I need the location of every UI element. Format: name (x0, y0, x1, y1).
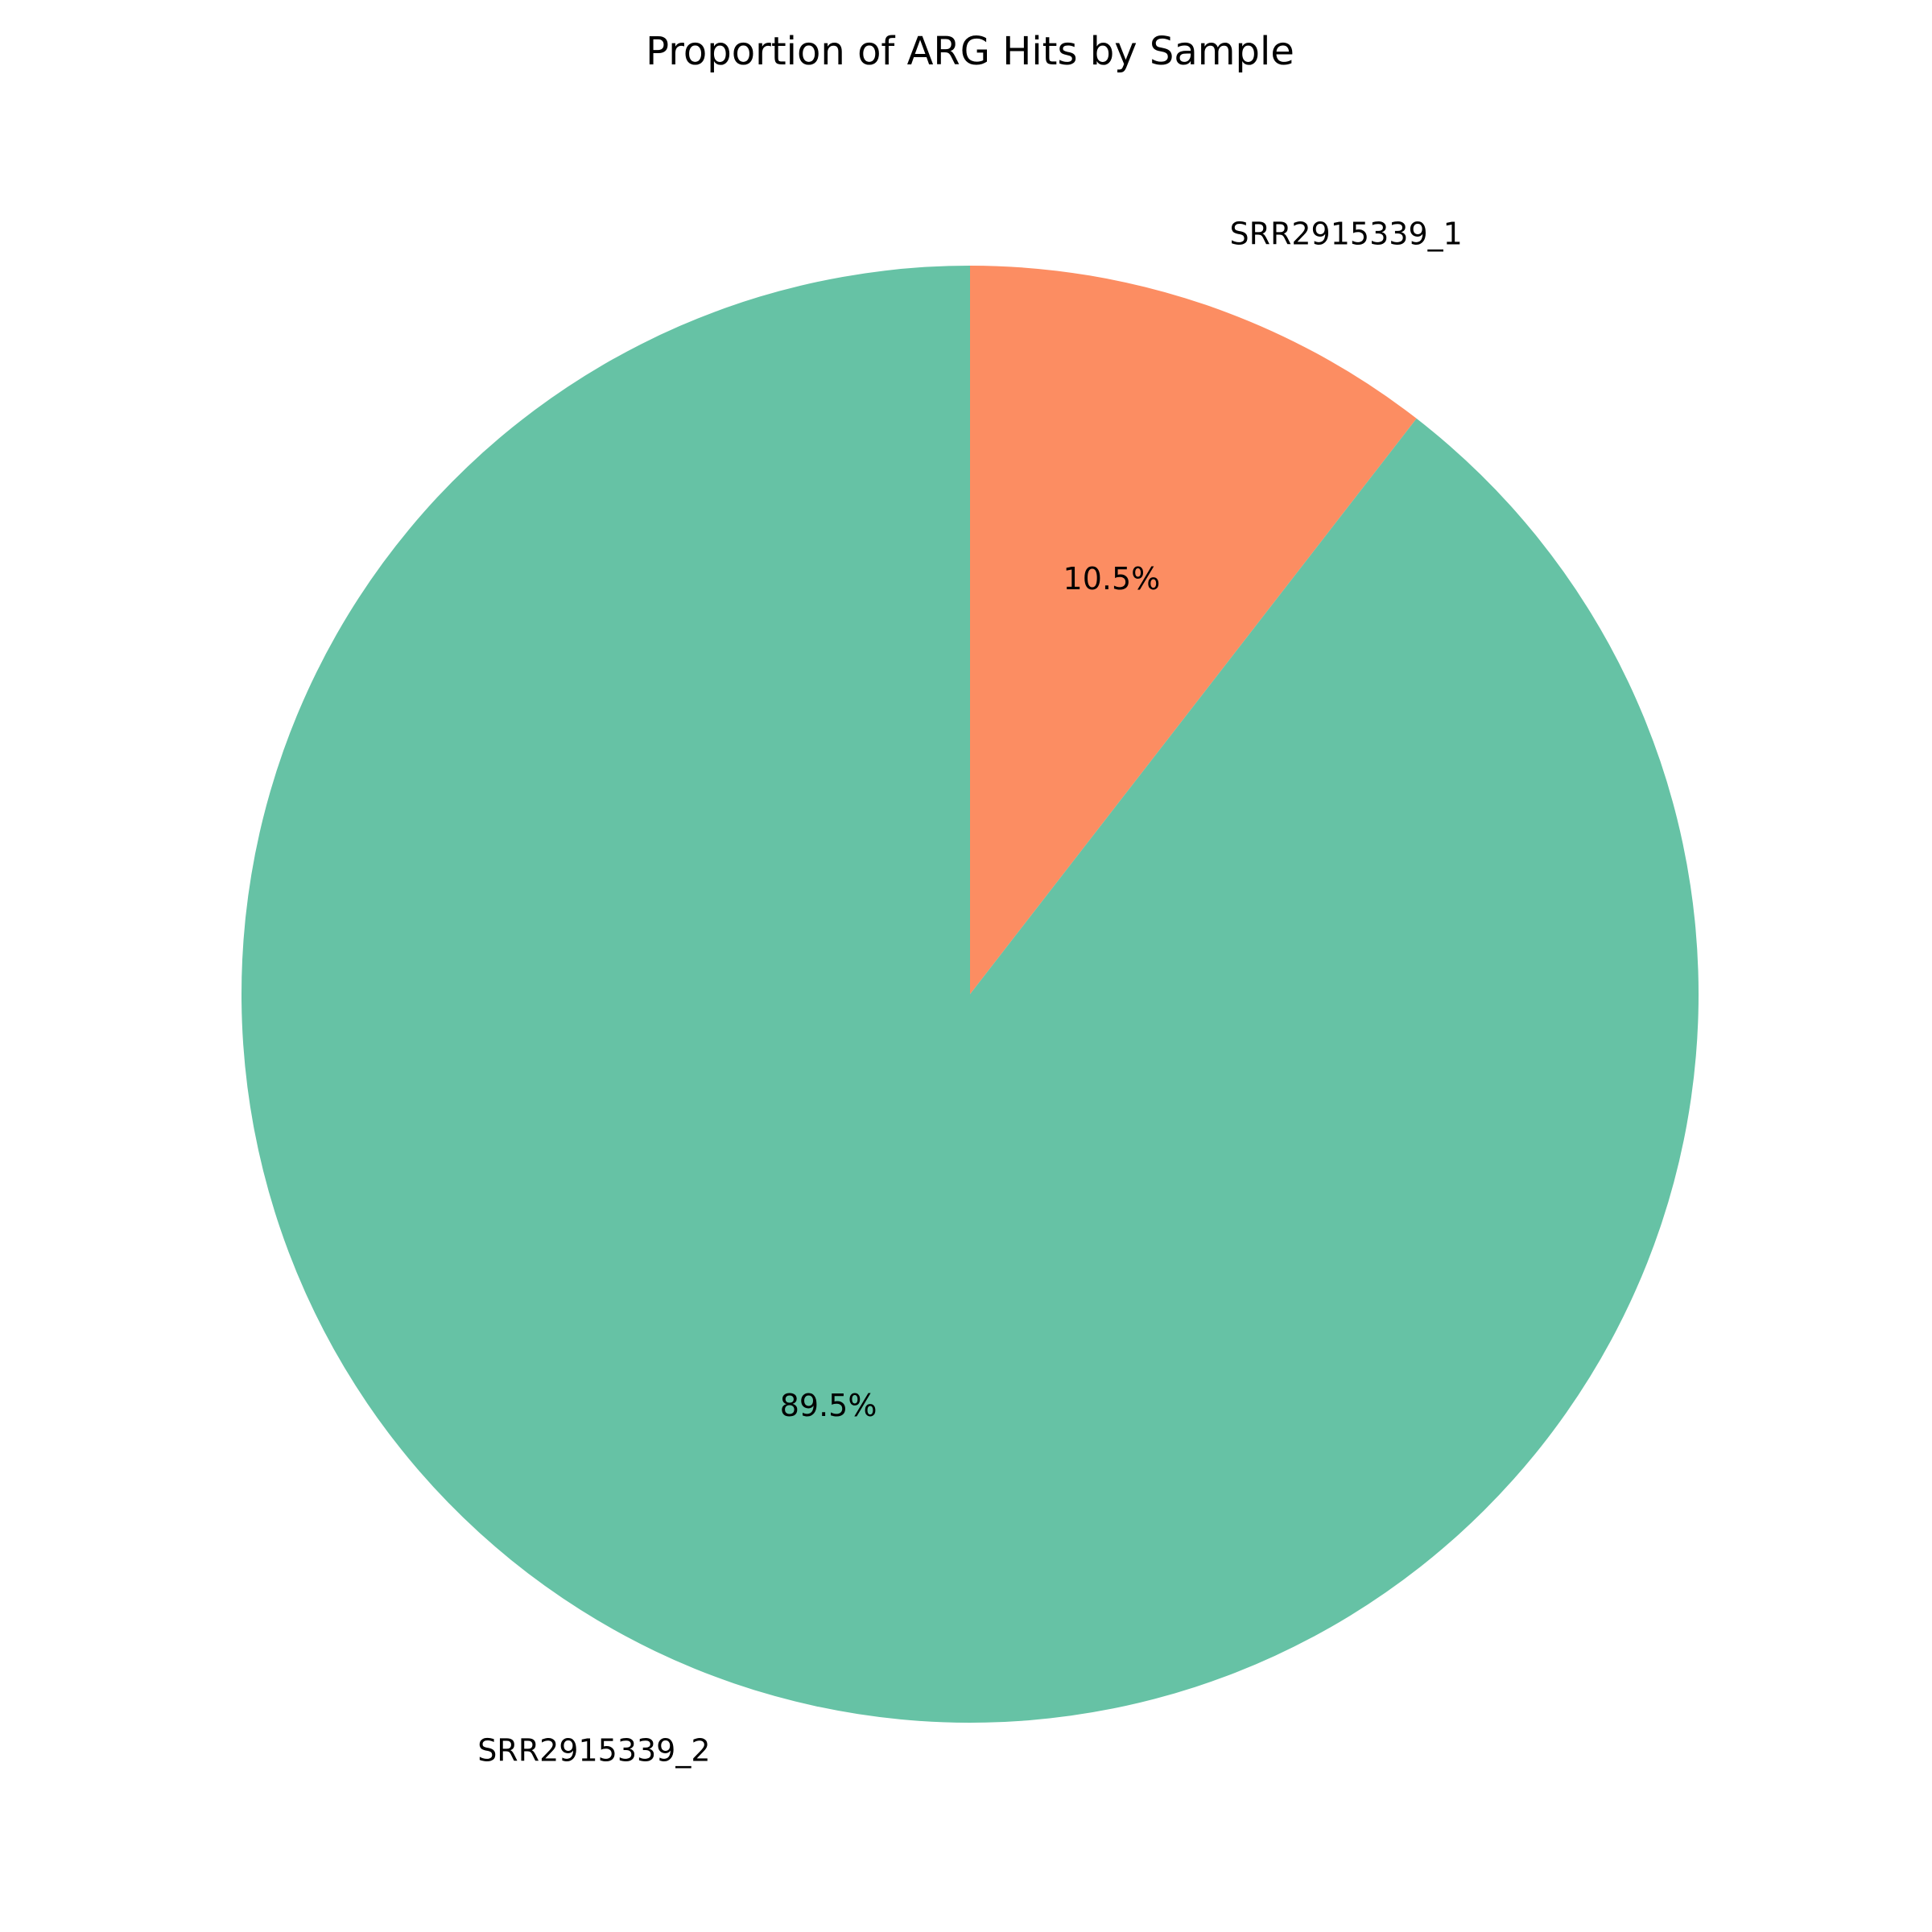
chart-title: Proportion of ARG Hits by Sample (646, 29, 1294, 74)
pie-slices (241, 266, 1699, 1724)
pie-slice-srr2915339_2 (241, 266, 1699, 1724)
pct-label-srr2915339_1: 10.5% (1063, 561, 1161, 597)
pie-labels: SRR2915339_1 10.5% SRR2915339_2 89.5% (477, 217, 1463, 1769)
slice-label-srr2915339_2: SRR2915339_2 (477, 1732, 710, 1768)
pie-slice-srr2915339_1 (970, 266, 1417, 994)
slice-label-srr2915339_1: SRR2915339_1 (1229, 217, 1462, 252)
pct-label-srr2915339_2: 89.5% (780, 1388, 877, 1423)
